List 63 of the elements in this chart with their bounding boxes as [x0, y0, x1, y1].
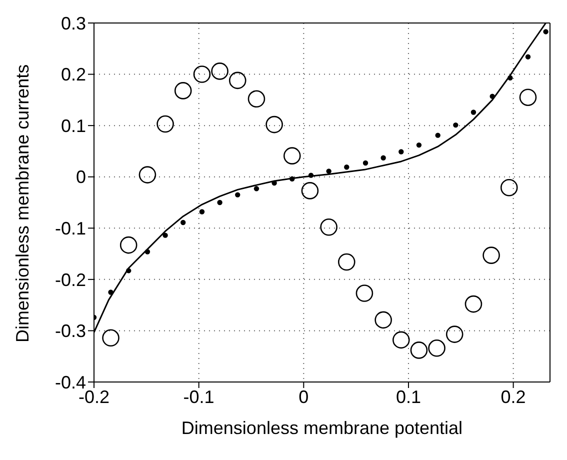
point	[156, 115, 174, 133]
point	[428, 340, 446, 357]
point	[356, 284, 374, 302]
point	[193, 66, 211, 83]
point	[453, 122, 458, 128]
point	[211, 62, 228, 80]
point	[490, 94, 495, 99]
y-tick-label: 0.1	[60, 116, 86, 136]
point	[102, 329, 120, 347]
point	[144, 249, 150, 254]
x-tick-label: 0.1	[396, 386, 421, 407]
point	[126, 268, 132, 274]
point	[470, 110, 476, 115]
point	[138, 166, 156, 184]
point	[416, 142, 422, 148]
point	[254, 186, 260, 192]
point	[326, 168, 332, 174]
point	[525, 54, 531, 60]
point	[180, 220, 186, 226]
y-tick-label: 0.2	[60, 64, 86, 85]
point	[320, 218, 338, 236]
point	[446, 326, 464, 343]
point	[308, 172, 314, 178]
point	[283, 147, 301, 164]
point	[362, 160, 368, 166]
x-tick-label: 0.2	[500, 386, 526, 407]
y-tick-label: 0.3	[60, 13, 86, 34]
point	[435, 132, 440, 138]
point	[174, 82, 192, 100]
y-tick-label: 0	[76, 167, 86, 188]
point	[500, 178, 518, 196]
point	[392, 331, 410, 349]
point	[374, 311, 392, 329]
point	[228, 72, 246, 90]
point	[266, 116, 283, 134]
point	[338, 253, 356, 271]
point	[508, 75, 513, 80]
y-tick-label: -0.4	[54, 372, 86, 392]
y-tick-label: -0.1	[54, 218, 86, 239]
point	[380, 155, 386, 160]
point	[410, 342, 428, 359]
point	[290, 176, 295, 182]
point	[519, 88, 537, 106]
point	[162, 232, 168, 238]
point	[301, 182, 319, 200]
point	[344, 164, 350, 170]
point	[235, 192, 240, 198]
x-tick-label: -0.1	[183, 386, 214, 407]
point	[248, 90, 266, 108]
point	[217, 200, 222, 206]
y-axis-title: Dimensionless membrane currents	[12, 64, 32, 342]
y-tick-label: -0.2	[54, 270, 86, 290]
point	[108, 290, 114, 295]
point	[398, 149, 404, 154]
x-tick-label: 0	[298, 386, 309, 407]
x-axis-title: Dimensionless membrane potential	[181, 418, 463, 438]
point	[120, 236, 138, 254]
point	[543, 29, 548, 34]
y-tick-label: -0.3	[54, 321, 86, 342]
point	[482, 246, 500, 264]
point	[464, 295, 482, 313]
point	[272, 180, 277, 186]
point	[199, 209, 205, 214]
